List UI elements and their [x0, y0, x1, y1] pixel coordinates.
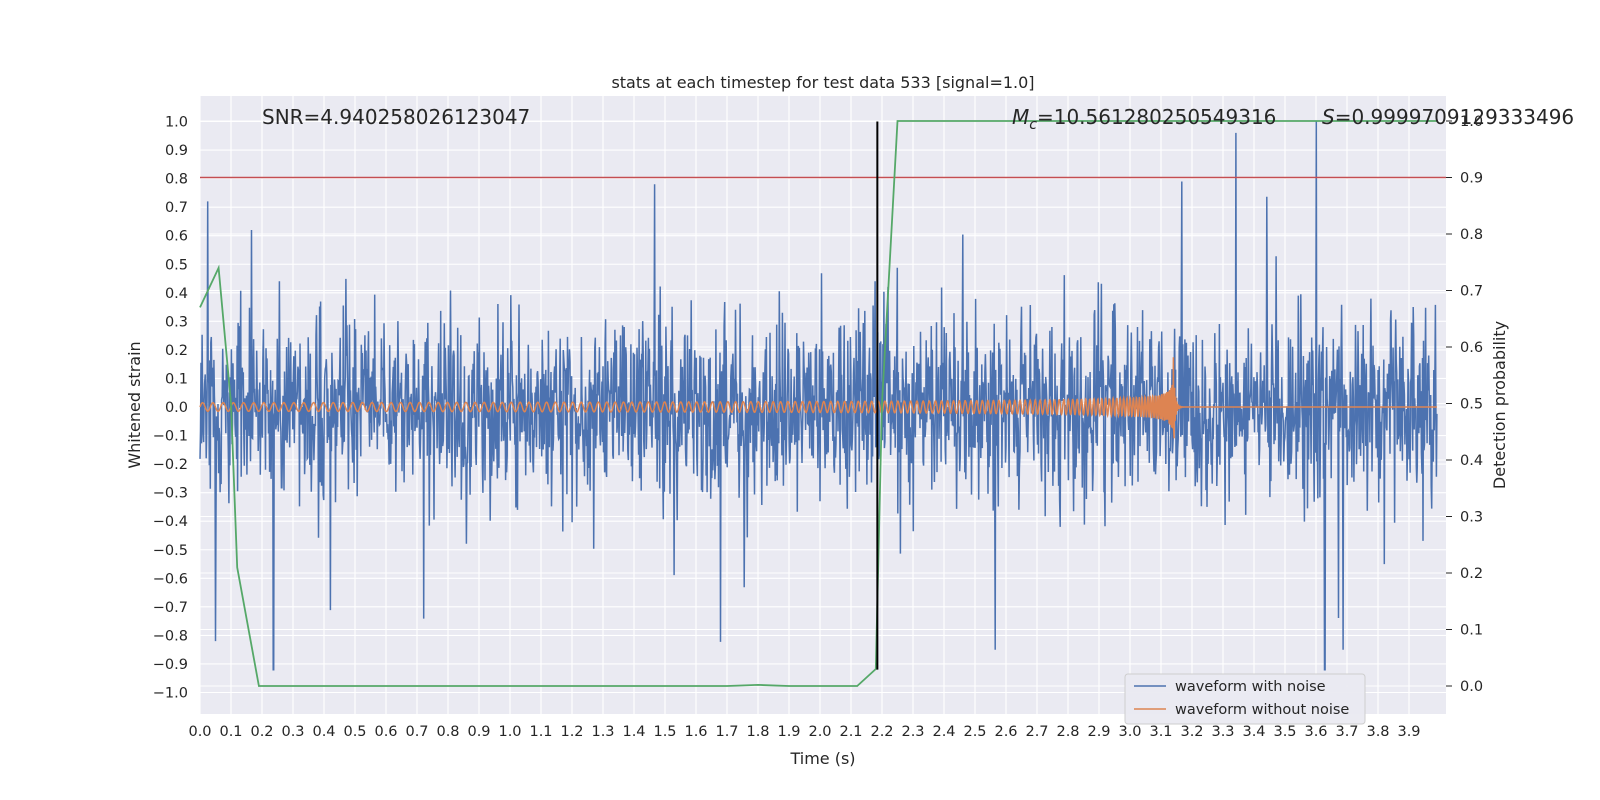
- y2-tick-label: 0.5: [1460, 397, 1483, 413]
- y2-tick-label: 0.0: [1460, 679, 1483, 695]
- y-tick-label: 0.3: [165, 314, 188, 330]
- legend-box: [1124, 673, 1366, 725]
- x-tick-label: 1.4: [622, 724, 645, 740]
- x-tick-label: 0.3: [281, 724, 304, 740]
- x-tick-label: 2.0: [808, 724, 831, 740]
- y2-tick-label: 0.8: [1460, 227, 1483, 243]
- series-detection-probability: [199, 120, 1437, 687]
- y2-axis-label: Detection probability: [1490, 321, 1509, 489]
- chart-title: stats at each timestep for test data 533…: [611, 73, 1034, 92]
- x-tick-label: 3.7: [1335, 724, 1358, 740]
- y2-tick-label: 0.1: [1460, 623, 1483, 639]
- y2-tick-label: 1.0: [1460, 114, 1483, 130]
- chirp-mass-value: =10.561280250549316: [1037, 105, 1276, 129]
- y2-tick-label: 0.4: [1460, 453, 1483, 469]
- x-tick-label: 2.9: [1087, 724, 1110, 740]
- legend-label-noise: waveform with noise: [1175, 679, 1326, 695]
- y-tick-label: −0.3: [153, 486, 188, 502]
- snr-annotation: SNR=4.940258026123047: [262, 105, 530, 129]
- x-tick-label: 1.3: [591, 724, 614, 740]
- y-tick-label: 0.5: [165, 257, 188, 273]
- x-tick-label: 2.8: [1056, 724, 1079, 740]
- series-waveform-with-noise: [199, 121, 1438, 671]
- y2-tick-label: 0.9: [1460, 171, 1483, 187]
- x-tick-label: 3.4: [1242, 724, 1265, 740]
- x-tick-label: 0.2: [250, 724, 273, 740]
- y-tick-label: −0.8: [153, 628, 188, 644]
- y-tick-label: −0.2: [153, 457, 188, 473]
- x-tick-label: 2.7: [1025, 724, 1048, 740]
- x-tick-label: 3.1: [1149, 724, 1172, 740]
- y-tick-label: −1.0: [153, 686, 188, 702]
- x-tick-label: 2.5: [963, 724, 986, 740]
- score-symbol: S: [1322, 105, 1335, 129]
- y2-tick-label: 0.2: [1460, 566, 1483, 582]
- x-tick-label: 0.6: [374, 724, 397, 740]
- x-tick-label: 1.9: [777, 724, 800, 740]
- series-waveform-without-noise: [199, 357, 1437, 439]
- x-tick-label: 1.0: [498, 724, 521, 740]
- y2-tick-label: 0.6: [1460, 340, 1483, 356]
- y-tick-label: 0.9: [165, 143, 188, 159]
- y-tick-labels: 1.0 0.9 0.8 0.7 0.6 0.5 0.4 0.3 0.2 0.1 0.0 −0.1 −0.…: [153, 115, 188, 702]
- y-tick-label: −0.7: [153, 600, 188, 616]
- x-tick-label: 0.4: [312, 724, 335, 740]
- x-tick-label: 2.2: [870, 724, 893, 740]
- x-tick-label: 1.2: [560, 724, 583, 740]
- y-tick-label: 0.1: [165, 371, 188, 387]
- x-tick-label: 3.9: [1397, 724, 1420, 740]
- legend-label-clean: waveform without noise: [1175, 702, 1349, 718]
- x-axis-label: Time (s): [789, 749, 855, 768]
- chirp-mass-symbol: M: [1012, 105, 1029, 129]
- y-tick-label: 1.0: [165, 115, 188, 131]
- score-annotation: S=0.9999709129333496: [1322, 105, 1574, 129]
- y-tick-label: −0.5: [153, 543, 188, 559]
- x-tick-label: 0.7: [405, 724, 428, 740]
- x-tick-label: 2.1: [839, 724, 862, 740]
- y-tick-label: 0.7: [165, 200, 188, 216]
- x-tick-label: 0.5: [343, 724, 366, 740]
- x-tick-label: 3.3: [1211, 724, 1234, 740]
- x-tick-label: 0.1: [219, 724, 242, 740]
- x-tick-label: 3.6: [1304, 724, 1327, 740]
- y-tick-label: −0.4: [153, 514, 188, 530]
- y-tick-label: 0.4: [165, 286, 188, 302]
- x-tick-label: 3.2: [1180, 724, 1203, 740]
- y2-tick-label: 0.7: [1460, 284, 1483, 300]
- x-tick-label: 2.4: [932, 724, 955, 740]
- y-axis-label: Whitened strain: [125, 341, 144, 468]
- chirp-mass-subscript: c: [1029, 117, 1037, 133]
- x-tick-label: 2.3: [901, 724, 924, 740]
- y2-tick-label: 0.3: [1460, 510, 1483, 526]
- x-tick-labels: 0.0 0.1 0.2 0.3 0.4 0.5 0.6 0.7 0.8 0.9 1.0 1.1 1.2 1…: [188, 724, 1420, 740]
- y-tick-label: 0.8: [165, 172, 188, 188]
- series-layer: [199, 120, 1446, 687]
- y-tick-label: 0.2: [165, 343, 188, 359]
- x-tick-label: 1.7: [715, 724, 738, 740]
- legend: waveform with noise waveform without noi…: [1124, 673, 1366, 725]
- x-tick-label: 0.8: [436, 724, 459, 740]
- x-tick-label: 1.1: [529, 724, 552, 740]
- x-tick-label: 3.5: [1273, 724, 1296, 740]
- chirp-mass-annotation: Mc=10.561280250549316: [1012, 105, 1276, 133]
- y-tick-label: −0.9: [153, 657, 188, 673]
- x-tick-label: 3.0: [1118, 724, 1141, 740]
- y2-tick-labels: 1.0 0.9 0.8 0.7 0.6 0.5 0.4 0.3 0.2 0.1 0.0: [1446, 114, 1483, 695]
- y-tick-label: −0.1: [153, 429, 188, 445]
- score-value: =0.9999709129333496: [1335, 105, 1574, 129]
- y-tick-label: 0.6: [165, 229, 188, 245]
- x-tick-label: 3.8: [1366, 724, 1389, 740]
- y-tick-label: −0.6: [153, 571, 188, 587]
- x-tick-label: 1.6: [684, 724, 707, 740]
- x-tick-label: 2.6: [994, 724, 1017, 740]
- x-tick-label: 0.0: [188, 724, 211, 740]
- x-tick-label: 1.5: [653, 724, 676, 740]
- x-tick-label: 0.9: [467, 724, 490, 740]
- x-tick-label: 1.8: [746, 724, 769, 740]
- y-tick-label: 0.0: [165, 400, 188, 416]
